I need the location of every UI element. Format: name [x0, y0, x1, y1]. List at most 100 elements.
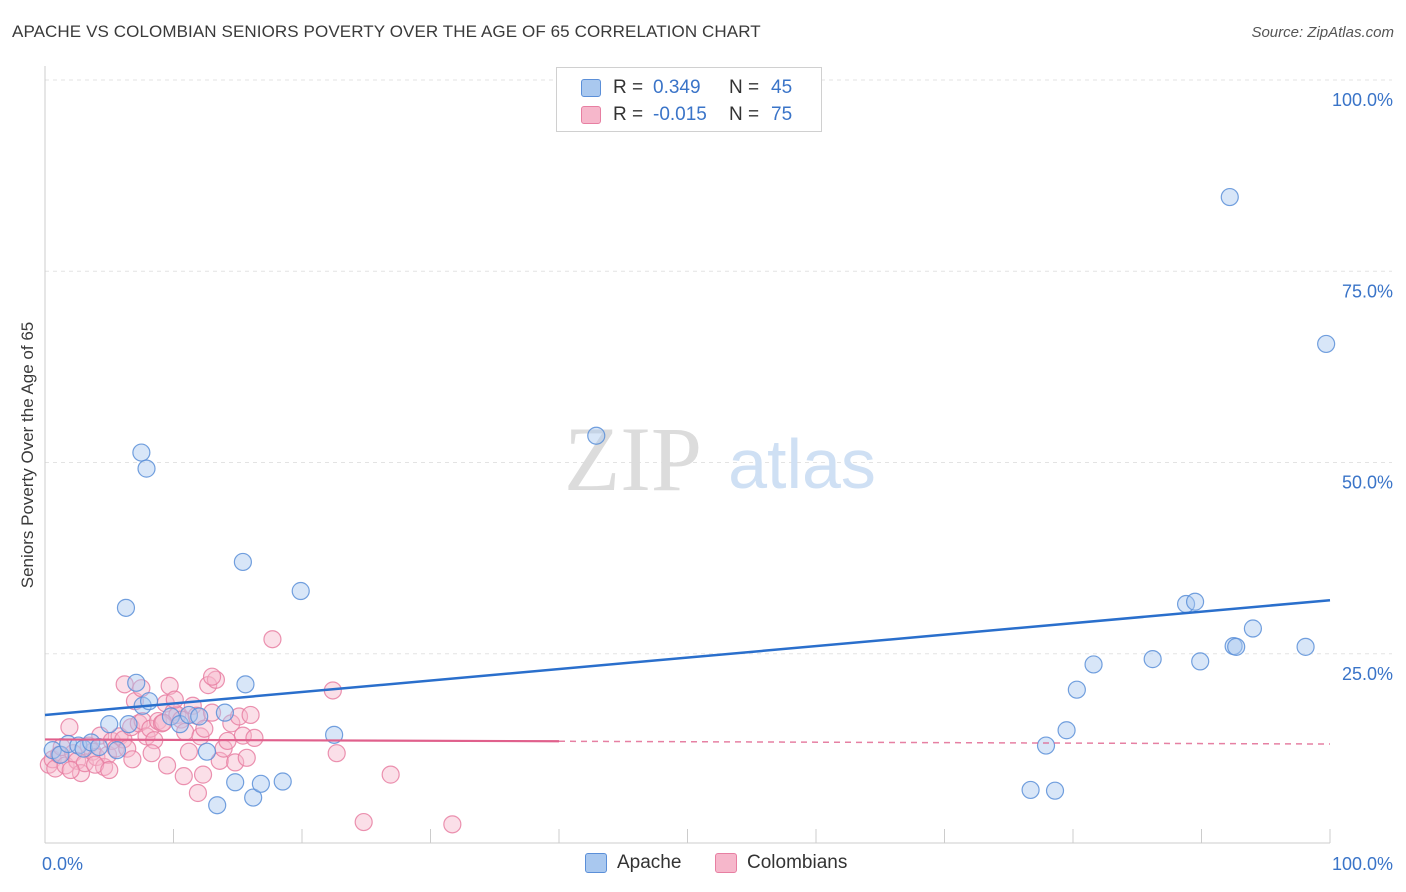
watermark-zip: ZIP — [564, 408, 702, 510]
colombians-point-60[interactable] — [443, 815, 462, 834]
apache-legend-label: Apache — [617, 852, 682, 873]
colombians-point-48[interactable] — [222, 714, 241, 733]
apache-point-24[interactable] — [233, 552, 252, 572]
x-tick-label-0: 0.0% — [42, 854, 83, 874]
correlation-legend: R = 0.349 N = 45 R = -0.015 N = 75 — [556, 67, 822, 132]
apache-legend-swatch — [585, 853, 607, 873]
apache-point-21[interactable] — [208, 796, 227, 815]
series-legend-colombians[interactable]: Colombians — [715, 852, 847, 874]
colombians-legend-swatch — [715, 853, 737, 873]
legend-row-colombians: R = -0.015 N = 75 — [581, 103, 792, 127]
colombians-point-74[interactable] — [174, 767, 193, 786]
apache-point-44[interactable] — [1243, 619, 1263, 638]
y-tick-label-1: 75.0% — [1342, 281, 1393, 301]
apache-n-value: 45 — [771, 77, 793, 98]
apache-point-36[interactable] — [1067, 680, 1086, 699]
axes — [44, 66, 1331, 844]
apache-point-28[interactable] — [273, 772, 292, 791]
colombians-point-55[interactable] — [263, 630, 282, 649]
y-tick-label-3: 25.0% — [1342, 664, 1393, 684]
colombians-point-71[interactable] — [123, 750, 142, 769]
apache-point-43[interactable] — [1227, 637, 1246, 656]
apache-point-14[interactable] — [132, 443, 151, 462]
apache-point-39[interactable] — [1191, 652, 1210, 671]
apache-point-26[interactable] — [244, 788, 263, 807]
apache-point-27[interactable] — [251, 774, 270, 793]
apache-n-label: N = — [729, 77, 760, 98]
apache-point-41[interactable] — [1185, 592, 1205, 611]
colombians-point-25[interactable] — [133, 711, 152, 731]
colombians-point-49[interactable] — [226, 753, 245, 772]
colombians-point-64[interactable] — [188, 783, 208, 803]
apache-point-46[interactable] — [1220, 187, 1239, 207]
colombians-point-67[interactable] — [202, 667, 222, 686]
tick-labels: 100.0% 75.0% 50.0% 25.0% 0.0% 100.0% — [42, 90, 1393, 874]
apache-swatch — [581, 79, 601, 97]
apache-point-10[interactable] — [127, 673, 146, 692]
colombians-swatch — [581, 106, 601, 124]
colombians-r-value: -0.015 — [653, 104, 707, 125]
apache-point-31[interactable] — [587, 426, 606, 445]
apache-point-19[interactable] — [190, 707, 209, 726]
apache-point-34[interactable] — [1045, 781, 1065, 800]
colombians-legend-label: Colombians — [747, 852, 848, 873]
colombians-point-59[interactable] — [381, 765, 400, 784]
colombians-point-58[interactable] — [354, 812, 373, 832]
legend-row-apache: R = 0.349 N = 45 — [581, 76, 792, 100]
colombians-point-57[interactable] — [327, 744, 346, 763]
y-tick-label-0: 100.0% — [1332, 90, 1393, 110]
apache-point-25[interactable] — [236, 675, 255, 694]
apache-point-35[interactable] — [1057, 721, 1076, 740]
apache-point-29[interactable] — [291, 581, 310, 601]
colombians-point-37[interactable] — [179, 742, 199, 761]
colombians-n-label: N = — [729, 104, 760, 125]
chart-title: APACHE VS COLOMBIAN SENIORS POVERTY OVER… — [12, 22, 761, 41]
series-legend-apache[interactable]: Apache — [585, 852, 681, 874]
colombians-point-2[interactable] — [46, 759, 65, 778]
colombians-point-70[interactable] — [100, 760, 119, 780]
trend-lines — [44, 598, 1331, 745]
apache-point-6[interactable] — [89, 737, 109, 757]
colombians-point-32[interactable] — [160, 676, 179, 695]
colombians-trend-line — [44, 738, 560, 743]
apache-r-value: 0.349 — [653, 77, 701, 98]
apache-point-32[interactable] — [1021, 780, 1040, 800]
colombians-point-69[interactable] — [61, 760, 80, 780]
colombians-point-52[interactable] — [237, 748, 256, 767]
colombians-point-9[interactable] — [71, 763, 91, 783]
apache-point-15[interactable] — [137, 459, 156, 478]
colombians-point-6[interactable] — [60, 718, 79, 737]
colombians-point-65[interactable] — [193, 765, 213, 784]
colombians-point-72[interactable] — [142, 744, 161, 763]
colombians-r-label: R = — [613, 104, 644, 125]
apache-point-45[interactable] — [1296, 637, 1315, 656]
apache-point-47[interactable] — [1317, 334, 1336, 354]
apache-point-20[interactable] — [197, 742, 217, 761]
apache-point-8[interactable] — [107, 741, 127, 760]
apache-point-23[interactable] — [226, 773, 245, 792]
apache-point-30[interactable] — [325, 725, 344, 744]
apache-point-33[interactable] — [1036, 736, 1056, 755]
colombians-point-30[interactable] — [152, 714, 172, 733]
apache-point-13[interactable] — [116, 598, 136, 617]
colombians-n-value: 75 — [771, 104, 793, 125]
source-label: Source: ZipAtlas.com — [1251, 24, 1394, 41]
watermark: ZIP atlas — [564, 408, 876, 510]
colombians-point-73[interactable] — [157, 756, 177, 775]
colombians-trend-extension — [558, 740, 1331, 745]
apache-point-7[interactable] — [100, 715, 119, 734]
watermark-atlas: atlas — [728, 425, 876, 503]
colombians-point-54[interactable] — [245, 728, 264, 748]
colombians-point-68[interactable] — [86, 755, 105, 774]
apache-points — [43, 187, 1336, 815]
apache-point-37[interactable] — [1084, 655, 1103, 674]
colombians-point-66[interactable] — [165, 690, 184, 709]
apache-point-38[interactable] — [1143, 650, 1162, 669]
colombians-point-50[interactable] — [229, 707, 249, 726]
apache-point-9[interactable] — [119, 715, 138, 734]
y-tick-label-2: 50.0% — [1342, 473, 1393, 493]
apache-trend-line — [44, 598, 1331, 717]
colombians-point-53[interactable] — [241, 705, 260, 725]
apache-point-22[interactable] — [215, 703, 234, 722]
